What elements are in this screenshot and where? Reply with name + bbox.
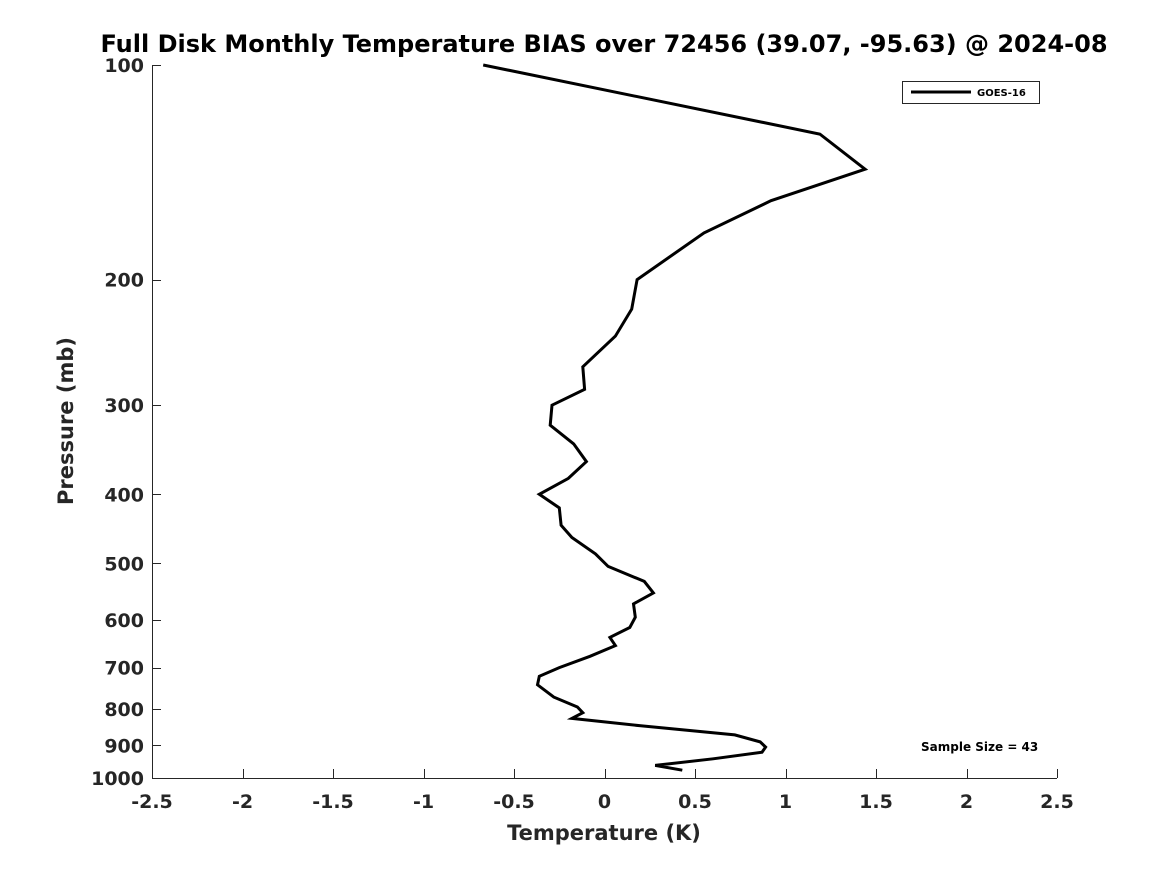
y-tick-label: 500 (104, 553, 144, 575)
y-tick-label: 600 (104, 610, 144, 632)
y-tick-label: 300 (104, 395, 144, 417)
x-tick-label: 2 (960, 791, 973, 813)
x-tick-label: -2.5 (131, 791, 173, 813)
sample-size-annotation: Sample Size = 43 (921, 740, 1038, 754)
y-tick-label: 100 (104, 55, 144, 77)
y-tick-label: 400 (104, 484, 144, 506)
x-axis-label: Temperature (K) (507, 821, 701, 845)
x-tick-label: 2.5 (1040, 791, 1074, 813)
y-axis-ticks: 100 200 300 400 500 600 700 800 900 1000 (91, 55, 161, 790)
y-tick-label: 1000 (91, 768, 144, 790)
chart-title: Full Disk Monthly Temperature BIAS over … (100, 30, 1107, 58)
series-line-goes-16 (482, 63, 869, 772)
x-axis-ticks: -2.5 -2 -1.5 -1 -0.5 0 0.5 1 1.5 2 2.5 (131, 769, 1074, 813)
x-tick-label: -0.5 (493, 791, 535, 813)
y-tick-label: 800 (104, 699, 144, 721)
series-layer (482, 63, 869, 772)
x-tick-label: -2 (232, 791, 253, 813)
y-tick-label: 200 (104, 270, 144, 292)
x-tick-label: 1 (779, 791, 792, 813)
x-tick-label: -1.5 (312, 791, 354, 813)
y-tick-label: 700 (104, 658, 144, 680)
x-tick-label: -1 (413, 791, 434, 813)
x-tick-label: 0 (598, 791, 611, 813)
y-tick-label: 900 (104, 735, 144, 757)
legend-label: GOES-16 (977, 88, 1026, 99)
x-tick-label: 1.5 (859, 791, 893, 813)
y-axis-label: Pressure (mb) (54, 337, 78, 505)
legend: GOES-16 (902, 81, 1040, 104)
x-tick-label: 0.5 (678, 791, 712, 813)
